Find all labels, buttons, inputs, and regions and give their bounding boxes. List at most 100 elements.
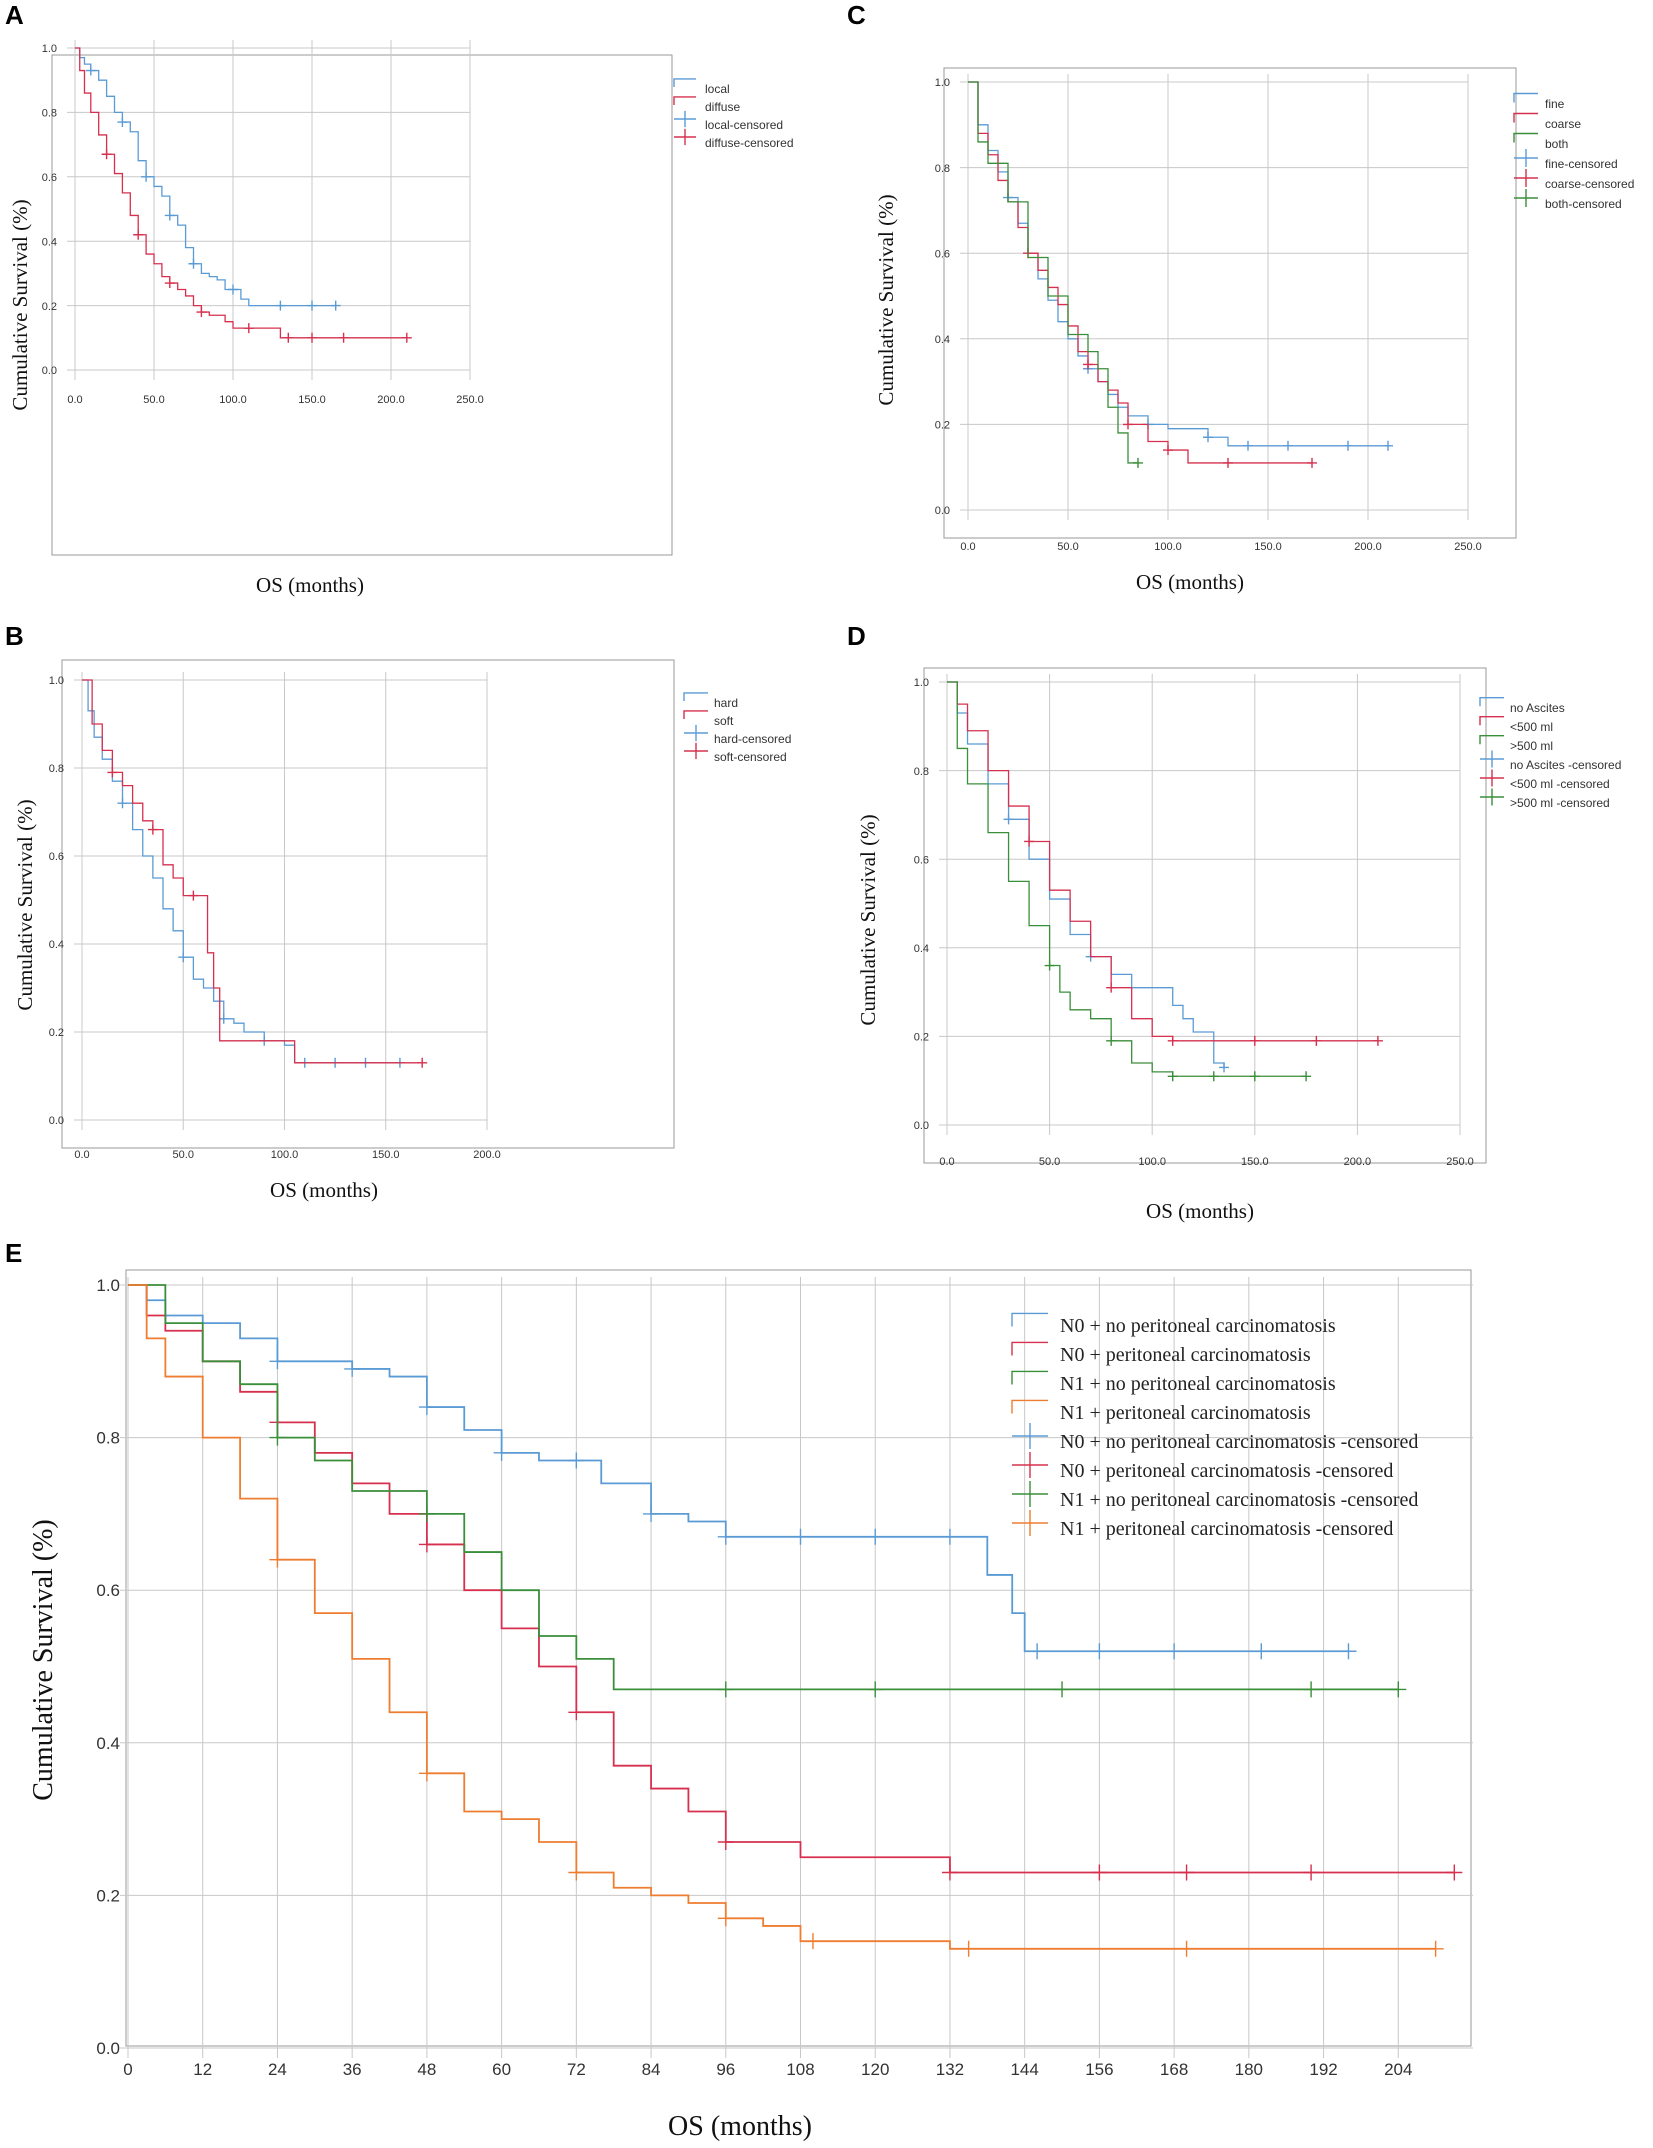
survival-curve-500-ml (947, 681, 1378, 1042)
survival-curve-n1-peritoneal-carcinomatosis (128, 1284, 1436, 1950)
panel-c-legend: fine coarse both fine-censored coarse-ce… (1513, 92, 1634, 211)
panel-e-y-ticks: 0.0 0.2 0.4 0.6 0.8 1.0 (96, 1276, 120, 2058)
panel-a-y-tick: 0.2 (42, 301, 57, 313)
panel-e-x-tick: 132 (936, 2060, 964, 2079)
censor-mark-n0-peritoneal-carcinomatosis (1091, 1864, 1108, 1881)
panel-e-x-tick: 48 (417, 2060, 436, 2079)
censor-mark-n0-peritoneal-carcinomatosis (717, 1833, 734, 1850)
legend-swatch-no-ascites (1479, 697, 1504, 707)
panel-b-gridlines (74, 672, 488, 1130)
panel-c-y-label: Cumulative Survival (%) (874, 194, 898, 405)
censor-mark-diffuse (196, 307, 207, 318)
censor-mark-n1-peritoneal-carcinomatosis (269, 1551, 286, 1568)
legend-swatch-500-ml (1479, 735, 1504, 745)
censor-mark-soft (107, 767, 118, 778)
panel-e-y-label: Cumulative Survival (%) (28, 1519, 59, 1801)
legend-label: fine-censored (1545, 157, 1618, 171)
legend-label: N0 + peritoneal carcinomatosis -censored (1060, 1460, 1393, 1482)
censor-mark-n0-no-peritoneal-carcinomatosis (568, 1452, 585, 1469)
panel-e-x-tick: 24 (268, 2060, 287, 2079)
panel-c-x-label: OS (months) (1136, 570, 1244, 594)
panel-e-x-tick: 0 (123, 2060, 132, 2079)
legend-label: N0 + peritoneal carcinomatosis (1060, 1344, 1311, 1366)
panel-d-x-tick: 0.0 (939, 1156, 954, 1168)
panel-d-x-tick: 200.0 (1344, 1156, 1372, 1168)
panel-e-x-tick: 72 (567, 2060, 586, 2079)
panel-c-x-tick: 0.0 (960, 541, 975, 553)
panel-a: A 0.0 50.0 100.0 150.0 200.0 250.0 0.0 0… (5, 0, 794, 597)
censor-mark-fine (1283, 440, 1293, 451)
censor-mark-n1-no-peritoneal-carcinomatosis (867, 1681, 884, 1698)
censor-mark-n0-peritoneal-carcinomatosis (418, 1536, 435, 1553)
censor-mark-local (307, 300, 317, 311)
censor-mark-500-ml (1208, 1071, 1219, 1082)
panel-e: E 0 12 24 36 48 60 72 84 96 108 120 132 … (5, 1238, 1473, 2142)
panel-a-legend: local diffuse local-censored diffuse-cen… (673, 78, 794, 150)
survival-curve-n0-no-peritoneal-carcinomatosis (128, 1284, 1349, 1653)
censor-mark-coarse (1223, 457, 1233, 468)
panel-e-x-tick: 168 (1160, 2060, 1188, 2079)
panel-b-x-tick: 0.0 (74, 1149, 89, 1161)
panel-e-frame (125, 1269, 1472, 2047)
panel-a-x-tick: 150.0 (298, 394, 326, 406)
censor-mark-fine (1383, 440, 1393, 451)
panel-d-letter: D (847, 621, 866, 651)
censor-mark-n0-no-peritoneal-carcinomatosis (792, 1528, 809, 1545)
panel-c-x-tick: 250.0 (1454, 541, 1482, 553)
censor-mark-n0-no-peritoneal-carcinomatosis (1340, 1643, 1357, 1660)
panel-c-y-tick: 0.4 (935, 334, 950, 346)
panel-a-curves (75, 47, 412, 343)
censor-mark-500-ml (1106, 982, 1117, 993)
legend-label: N1 + no peritoneal carcinomatosis -censo… (1060, 1489, 1418, 1511)
legend-censor-swatch-coarse (1514, 169, 1538, 187)
censor-mark-soft (147, 824, 158, 835)
censor-mark-500-ml (1167, 1035, 1178, 1046)
censor-mark-local (164, 210, 175, 221)
legend-label: both (1545, 137, 1568, 151)
panel-b-y-tick: 0.2 (49, 1027, 64, 1039)
legend-censor-swatch-500-ml (1480, 788, 1504, 806)
panel-e-y-tick: 0.2 (96, 1886, 120, 1905)
panel-a-x-tick: 50.0 (143, 394, 164, 406)
censor-mark-n0-no-peritoneal-carcinomatosis (269, 1353, 286, 1370)
legend-label: local (705, 82, 730, 96)
legend-label: fine (1545, 97, 1565, 111)
legend-label: <500 ml (1510, 720, 1553, 734)
censor-mark-n1-peritoneal-carcinomatosis (804, 1933, 821, 1950)
censor-mark-coarse (1123, 419, 1133, 430)
censor-mark-both (1133, 457, 1143, 468)
legend-label: N0 + no peritoneal carcinomatosis -censo… (1060, 1431, 1418, 1453)
panel-d-y-tick: 0.0 (914, 1120, 929, 1132)
panel-c-x-tick: 200.0 (1354, 541, 1382, 553)
censor-mark-n1-peritoneal-carcinomatosis (717, 1910, 734, 1927)
censor-mark-fine (1203, 432, 1213, 443)
panel-a-gridlines (67, 40, 471, 380)
panel-c-y-ticks: 0.0 0.2 0.4 0.6 0.8 1.0 (935, 77, 950, 517)
censor-mark-diffuse (164, 278, 175, 289)
legend-label: no Ascites -censored (1510, 758, 1621, 772)
panel-a-frame (51, 54, 673, 556)
panel-e-x-tick: 120 (861, 2060, 889, 2079)
legend-label: no Ascites (1510, 701, 1565, 715)
panel-d-gridlines (939, 674, 1461, 1135)
censor-mark-hard (218, 1013, 229, 1024)
panel-d-frame (923, 667, 1487, 1164)
panel-b-legend: hard soft hard-censored soft-censored (683, 692, 791, 764)
panel-b-y-tick: 0.8 (49, 763, 64, 775)
censor-mark-diffuse (401, 332, 412, 343)
legend-label: >500 ml (1510, 739, 1553, 753)
censor-mark-n1-no-peritoneal-carcinomatosis (1390, 1681, 1407, 1698)
panel-b-y-tick: 0.0 (49, 1115, 64, 1127)
censor-mark-n1-no-peritoneal-carcinomatosis (717, 1681, 734, 1698)
panel-a-x-tick: 100.0 (219, 394, 247, 406)
panel-c-y-tick: 0.8 (935, 163, 950, 175)
panel-e-x-tick: 144 (1010, 2060, 1038, 2079)
censor-mark-n1-peritoneal-carcinomatosis (960, 1940, 977, 1957)
censor-mark-hard (117, 798, 128, 809)
survival-curve-coarse (968, 81, 1312, 464)
panel-c-y-tick: 1.0 (935, 77, 950, 89)
panel-d-curves (947, 681, 1383, 1082)
panel-c-gridlines (960, 74, 1469, 520)
panel-a-y-tick: 0.8 (42, 108, 57, 120)
panel-d-x-tick: 150.0 (1241, 1156, 1269, 1168)
